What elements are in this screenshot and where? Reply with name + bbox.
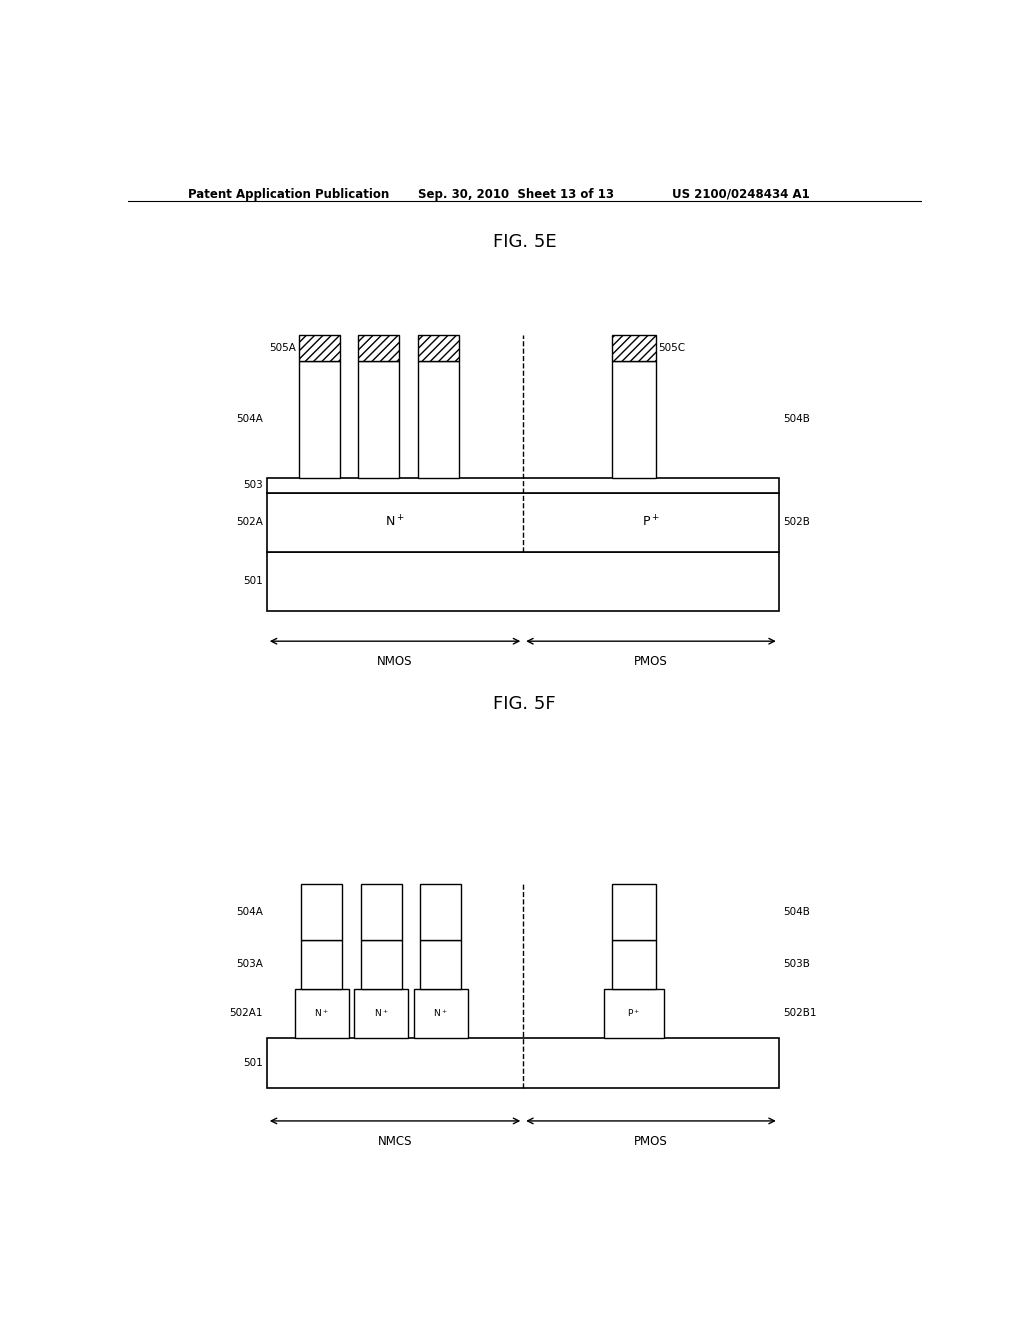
Text: 504B: 504B: [782, 414, 810, 424]
Bar: [267, 552, 778, 611]
Text: 501: 501: [243, 1059, 263, 1068]
Bar: [354, 989, 409, 1038]
Bar: [420, 884, 461, 940]
Text: 503B: 503B: [782, 960, 810, 969]
Text: US 2100/0248434 A1: US 2100/0248434 A1: [672, 187, 809, 201]
Bar: [420, 940, 461, 989]
Text: 502B: 502B: [782, 517, 810, 527]
Bar: [301, 940, 342, 989]
Text: PMOS: PMOS: [634, 1135, 668, 1148]
Text: P$^+$: P$^+$: [642, 515, 659, 529]
Text: N$^+$: N$^+$: [314, 1007, 329, 1019]
Bar: [299, 360, 340, 478]
Bar: [358, 335, 399, 360]
Text: 502A: 502A: [237, 517, 263, 527]
Bar: [612, 940, 655, 989]
Text: PMOS: PMOS: [634, 655, 668, 668]
Bar: [612, 360, 655, 478]
Text: 503: 503: [243, 480, 263, 490]
Text: 503A: 503A: [237, 960, 263, 969]
Text: N$^+$: N$^+$: [385, 515, 404, 529]
Bar: [301, 884, 342, 940]
Bar: [295, 989, 348, 1038]
Bar: [299, 335, 340, 360]
Bar: [360, 940, 401, 989]
Bar: [267, 492, 778, 552]
Bar: [612, 335, 655, 360]
Text: 505A: 505A: [269, 343, 296, 352]
Text: FIG. 5F: FIG. 5F: [494, 696, 556, 713]
Text: NMOS: NMOS: [377, 655, 413, 668]
Text: P$^+$: P$^+$: [628, 1007, 641, 1019]
Bar: [418, 335, 459, 360]
Text: Sep. 30, 2010  Sheet 13 of 13: Sep. 30, 2010 Sheet 13 of 13: [418, 187, 613, 201]
Text: N$^+$: N$^+$: [433, 1007, 449, 1019]
Bar: [267, 1038, 778, 1089]
Text: 501: 501: [243, 577, 263, 586]
Text: 505C: 505C: [658, 343, 685, 352]
Text: NMCS: NMCS: [378, 1135, 413, 1148]
Bar: [612, 884, 655, 940]
Bar: [414, 989, 468, 1038]
Bar: [604, 989, 664, 1038]
Bar: [418, 360, 459, 478]
Text: N$^+$: N$^+$: [374, 1007, 388, 1019]
Text: 502A1: 502A1: [229, 1008, 263, 1018]
Bar: [358, 360, 399, 478]
Text: Patent Application Publication: Patent Application Publication: [187, 187, 389, 201]
Text: 504A: 504A: [237, 414, 263, 424]
Text: 504A: 504A: [237, 907, 263, 917]
Text: FIG. 5E: FIG. 5E: [493, 232, 557, 251]
Text: 504B: 504B: [782, 907, 810, 917]
Bar: [360, 884, 401, 940]
Text: 502B1: 502B1: [782, 1008, 816, 1018]
Bar: [267, 478, 778, 492]
